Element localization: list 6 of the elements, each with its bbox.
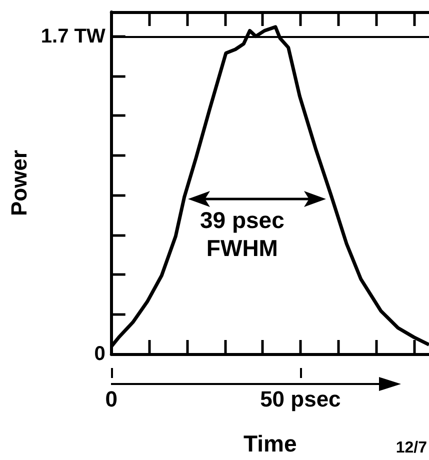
x-tick-label: 50 psec <box>260 386 341 412</box>
annotation: 39 psec FWHM <box>200 207 285 261</box>
y-tick-label: 1.7 TW <box>40 25 106 48</box>
text: 12/7 <box>396 440 428 456</box>
y-axis-title: Power <box>6 150 32 216</box>
x-axis-title: Time <box>244 430 297 456</box>
